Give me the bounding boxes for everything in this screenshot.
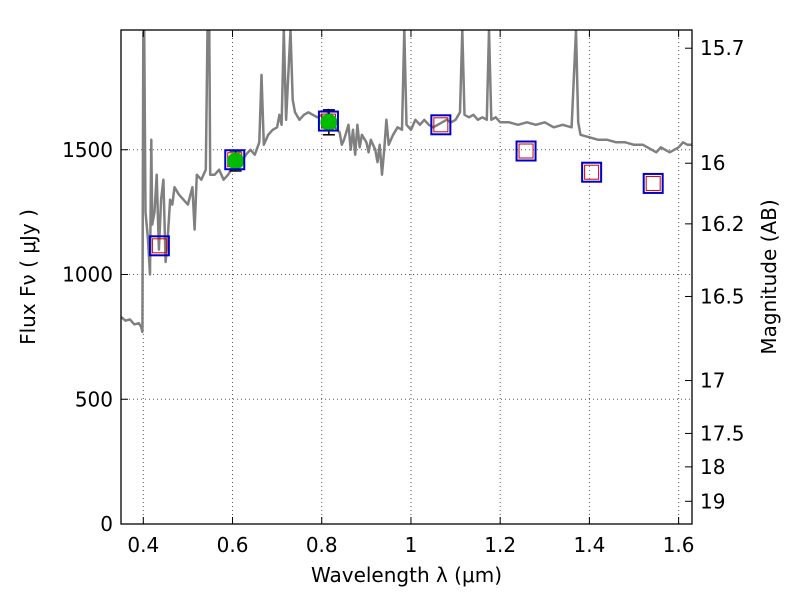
y-ticks: 0 500 1000 1500 bbox=[62, 138, 128, 536]
filter-box-marker bbox=[642, 172, 664, 194]
x-tick-label: 1.4 bbox=[573, 533, 605, 557]
x-tick-label: 1.6 bbox=[663, 533, 695, 557]
filter-box-marker bbox=[148, 235, 170, 257]
model-point-marker bbox=[584, 164, 600, 180]
x-tick-label: 0.4 bbox=[127, 533, 159, 557]
spectrum-series bbox=[121, 30, 692, 334]
y2-tick-label: 15.7 bbox=[700, 36, 745, 60]
x-tick-label: 1.2 bbox=[484, 533, 516, 557]
observed-point-marker bbox=[227, 152, 245, 170]
spectrum-line bbox=[121, 30, 692, 334]
y2-ticks: 15.7 16 16.2 16.5 17 17.5 18 19 bbox=[685, 36, 745, 513]
filter-box-marker bbox=[224, 149, 246, 171]
x-ticks: 0.4 0.6 0.8 1 1.2 1.4 1.6 bbox=[127, 30, 695, 557]
y2-tick-label: 17 bbox=[700, 369, 725, 393]
y-tick-label: 0 bbox=[100, 512, 113, 536]
y2-tick-label: 16.2 bbox=[700, 212, 745, 236]
model-point-marker bbox=[433, 117, 449, 133]
x-tick-label: 0.8 bbox=[306, 533, 338, 557]
y2-tick-label: 16 bbox=[700, 151, 725, 175]
filter-box-marker bbox=[515, 140, 537, 162]
model-point-marker bbox=[151, 238, 167, 254]
y-tick-label: 1500 bbox=[62, 138, 113, 162]
observed-point-marker bbox=[320, 113, 338, 131]
y2-tick-label: 18 bbox=[700, 455, 725, 479]
y2-tick-label: 16.5 bbox=[700, 284, 745, 308]
x-tick-label: 0.6 bbox=[217, 533, 249, 557]
y-tick-label: 1000 bbox=[62, 263, 113, 287]
filter-box-marker bbox=[317, 110, 339, 132]
y-axis-label: Flux Fν ( μJy ) bbox=[16, 209, 40, 345]
model-point-marker bbox=[518, 143, 534, 159]
y2-axis-label: Magnitude (AB) bbox=[757, 199, 781, 354]
y2-tick-label: 19 bbox=[700, 489, 725, 513]
y2-tick-label: 17.5 bbox=[700, 421, 745, 445]
filter-box-marker bbox=[581, 161, 603, 183]
y-tick-label: 500 bbox=[75, 387, 113, 411]
x-tick-label: 1 bbox=[405, 533, 418, 557]
filter-box-marker bbox=[430, 114, 452, 136]
x-axis-label: Wavelength λ (μm) bbox=[311, 563, 502, 587]
plot-frame bbox=[120, 29, 693, 525]
model-point-marker bbox=[645, 175, 661, 191]
photometry-markers bbox=[148, 109, 664, 257]
